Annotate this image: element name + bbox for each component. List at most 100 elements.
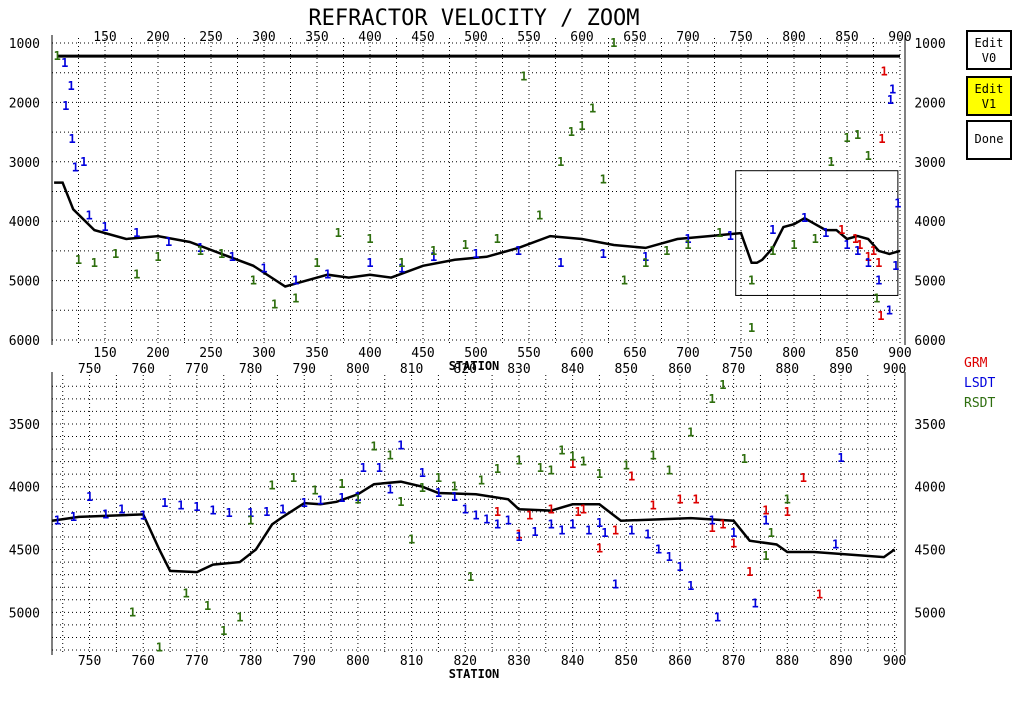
data-point-rsdt: 1 bbox=[873, 291, 880, 305]
data-point-grm: 1 bbox=[692, 492, 699, 506]
data-point-lsdt: 1 bbox=[837, 451, 844, 465]
x-tick-label-top: 870 bbox=[722, 362, 745, 377]
data-point-lsdt: 1 bbox=[644, 527, 651, 541]
x-tick-label-top: 250 bbox=[199, 30, 222, 45]
data-point-lsdt: 1 bbox=[843, 238, 850, 252]
data-point-lsdt: 1 bbox=[687, 579, 694, 593]
data-point-rsdt: 1 bbox=[790, 238, 797, 252]
x-tick-label-bottom: 900 bbox=[888, 346, 911, 361]
data-point-grm: 1 bbox=[515, 527, 522, 541]
done-button[interactable]: Done bbox=[966, 120, 1012, 160]
data-point-rsdt: 1 bbox=[623, 458, 630, 472]
x-tick-label-bottom: 810 bbox=[400, 654, 423, 669]
data-point-lsdt: 1 bbox=[515, 244, 522, 258]
data-point-grm: 1 bbox=[875, 256, 882, 270]
data-point-lsdt: 1 bbox=[714, 610, 721, 624]
data-point-lsdt: 1 bbox=[569, 517, 576, 531]
data-point-rsdt: 1 bbox=[313, 256, 320, 270]
data-point-rsdt: 1 bbox=[204, 599, 211, 613]
data-point-rsdt: 1 bbox=[268, 478, 275, 492]
data-point-lsdt: 1 bbox=[279, 502, 286, 516]
data-point-lsdt: 1 bbox=[54, 514, 61, 528]
y-tick-label-left: 5000 bbox=[9, 606, 40, 621]
data-point-rsdt: 1 bbox=[311, 484, 318, 498]
y-tick-label-left: 6000 bbox=[9, 334, 40, 349]
data-point-rsdt: 1 bbox=[387, 448, 394, 462]
data-point-rsdt: 1 bbox=[596, 467, 603, 481]
x-tick-label-bottom: 750 bbox=[729, 346, 752, 361]
data-point-lsdt: 1 bbox=[140, 509, 147, 523]
data-point-grm: 1 bbox=[676, 492, 683, 506]
data-point-lsdt: 1 bbox=[61, 56, 68, 70]
x-tick-label-top: 750 bbox=[729, 30, 752, 45]
y-tick-label-left: 2000 bbox=[9, 96, 40, 111]
data-point-lsdt: 1 bbox=[72, 161, 79, 175]
x-tick-label-top: 780 bbox=[239, 362, 262, 377]
data-point-rsdt: 1 bbox=[558, 443, 565, 457]
data-point-lsdt: 1 bbox=[762, 514, 769, 528]
data-point-rsdt: 1 bbox=[112, 247, 119, 261]
data-point-rsdt: 1 bbox=[292, 291, 299, 305]
data-point-lsdt: 1 bbox=[366, 256, 373, 270]
data-point-lsdt: 1 bbox=[360, 461, 367, 475]
x-tick-label-bottom: 700 bbox=[676, 346, 699, 361]
data-point-lsdt: 1 bbox=[62, 99, 69, 113]
data-point-rsdt: 1 bbox=[218, 247, 225, 261]
overview-panel: 150 150 200 200 250 250 300 300 350 350 400 400 450 4… bbox=[9, 30, 946, 361]
data-point-lsdt: 1 bbox=[165, 235, 172, 249]
x-tick-label-top: 600 bbox=[570, 30, 593, 45]
data-point-rsdt: 1 bbox=[467, 570, 474, 584]
data-point-rsdt: 1 bbox=[338, 477, 345, 491]
x-tick-label-top: 450 bbox=[411, 30, 434, 45]
x-tick-label-top: 790 bbox=[293, 362, 316, 377]
data-point-lsdt: 1 bbox=[102, 507, 109, 521]
data-point-rsdt: 1 bbox=[271, 297, 278, 311]
x-tick-label-bottom: 150 bbox=[93, 346, 116, 361]
data-point-lsdt: 1 bbox=[596, 516, 603, 530]
y-tick-label-right: 2000 bbox=[914, 96, 945, 111]
data-point-rsdt: 1 bbox=[768, 526, 775, 540]
x-tick-label-bottom: 400 bbox=[358, 346, 381, 361]
data-point-lsdt: 1 bbox=[387, 482, 394, 496]
data-point-rsdt: 1 bbox=[236, 610, 243, 624]
data-point-rsdt: 1 bbox=[370, 440, 377, 454]
data-point-grm: 1 bbox=[526, 509, 533, 523]
data-point-rsdt: 1 bbox=[854, 128, 861, 142]
data-point-lsdt: 1 bbox=[197, 241, 204, 255]
data-point-rsdt: 1 bbox=[568, 125, 575, 139]
data-point-rsdt: 1 bbox=[649, 448, 656, 462]
data-point-grm: 1 bbox=[709, 521, 716, 535]
x-tick-label-top: 200 bbox=[146, 30, 169, 45]
edit-v1-button[interactable]: Edit V1 bbox=[966, 76, 1012, 116]
data-point-grm: 1 bbox=[852, 232, 859, 246]
data-point-rsdt: 1 bbox=[478, 473, 485, 487]
data-point-lsdt: 1 bbox=[229, 250, 236, 264]
x-tick-label-top: 810 bbox=[400, 362, 423, 377]
y-tick-label-right: 3000 bbox=[914, 156, 945, 171]
y-tick-label-right: 4000 bbox=[914, 481, 945, 496]
data-point-rsdt: 1 bbox=[784, 492, 791, 506]
data-point-lsdt: 1 bbox=[769, 223, 776, 237]
data-point-rsdt: 1 bbox=[354, 492, 361, 506]
data-point-rsdt: 1 bbox=[520, 69, 527, 83]
data-point-lsdt: 1 bbox=[548, 517, 555, 531]
x-tick-label-top: 800 bbox=[346, 362, 369, 377]
data-point-lsdt: 1 bbox=[889, 82, 896, 96]
edit-v0-button[interactable]: Edit V0 bbox=[966, 30, 1012, 70]
x-tick-label-bottom: 600 bbox=[570, 346, 593, 361]
data-point-lsdt: 1 bbox=[666, 550, 673, 564]
data-point-grm: 1 bbox=[784, 505, 791, 519]
data-point-lsdt: 1 bbox=[751, 597, 758, 611]
data-point-rsdt: 1 bbox=[580, 455, 587, 469]
x-tick-label-top: 350 bbox=[305, 30, 328, 45]
data-point-rsdt: 1 bbox=[843, 131, 850, 145]
data-point-rsdt: 1 bbox=[129, 605, 136, 619]
series-line-v1 bbox=[54, 181, 901, 288]
data-point-grm: 1 bbox=[838, 223, 845, 237]
data-point-lsdt: 1 bbox=[354, 490, 361, 504]
data-point-rsdt: 1 bbox=[610, 36, 617, 50]
x-tick-label-bottom: 200 bbox=[146, 346, 169, 361]
data-point-grm: 1 bbox=[548, 502, 555, 516]
edit-v1-line2: V1 bbox=[981, 97, 997, 111]
